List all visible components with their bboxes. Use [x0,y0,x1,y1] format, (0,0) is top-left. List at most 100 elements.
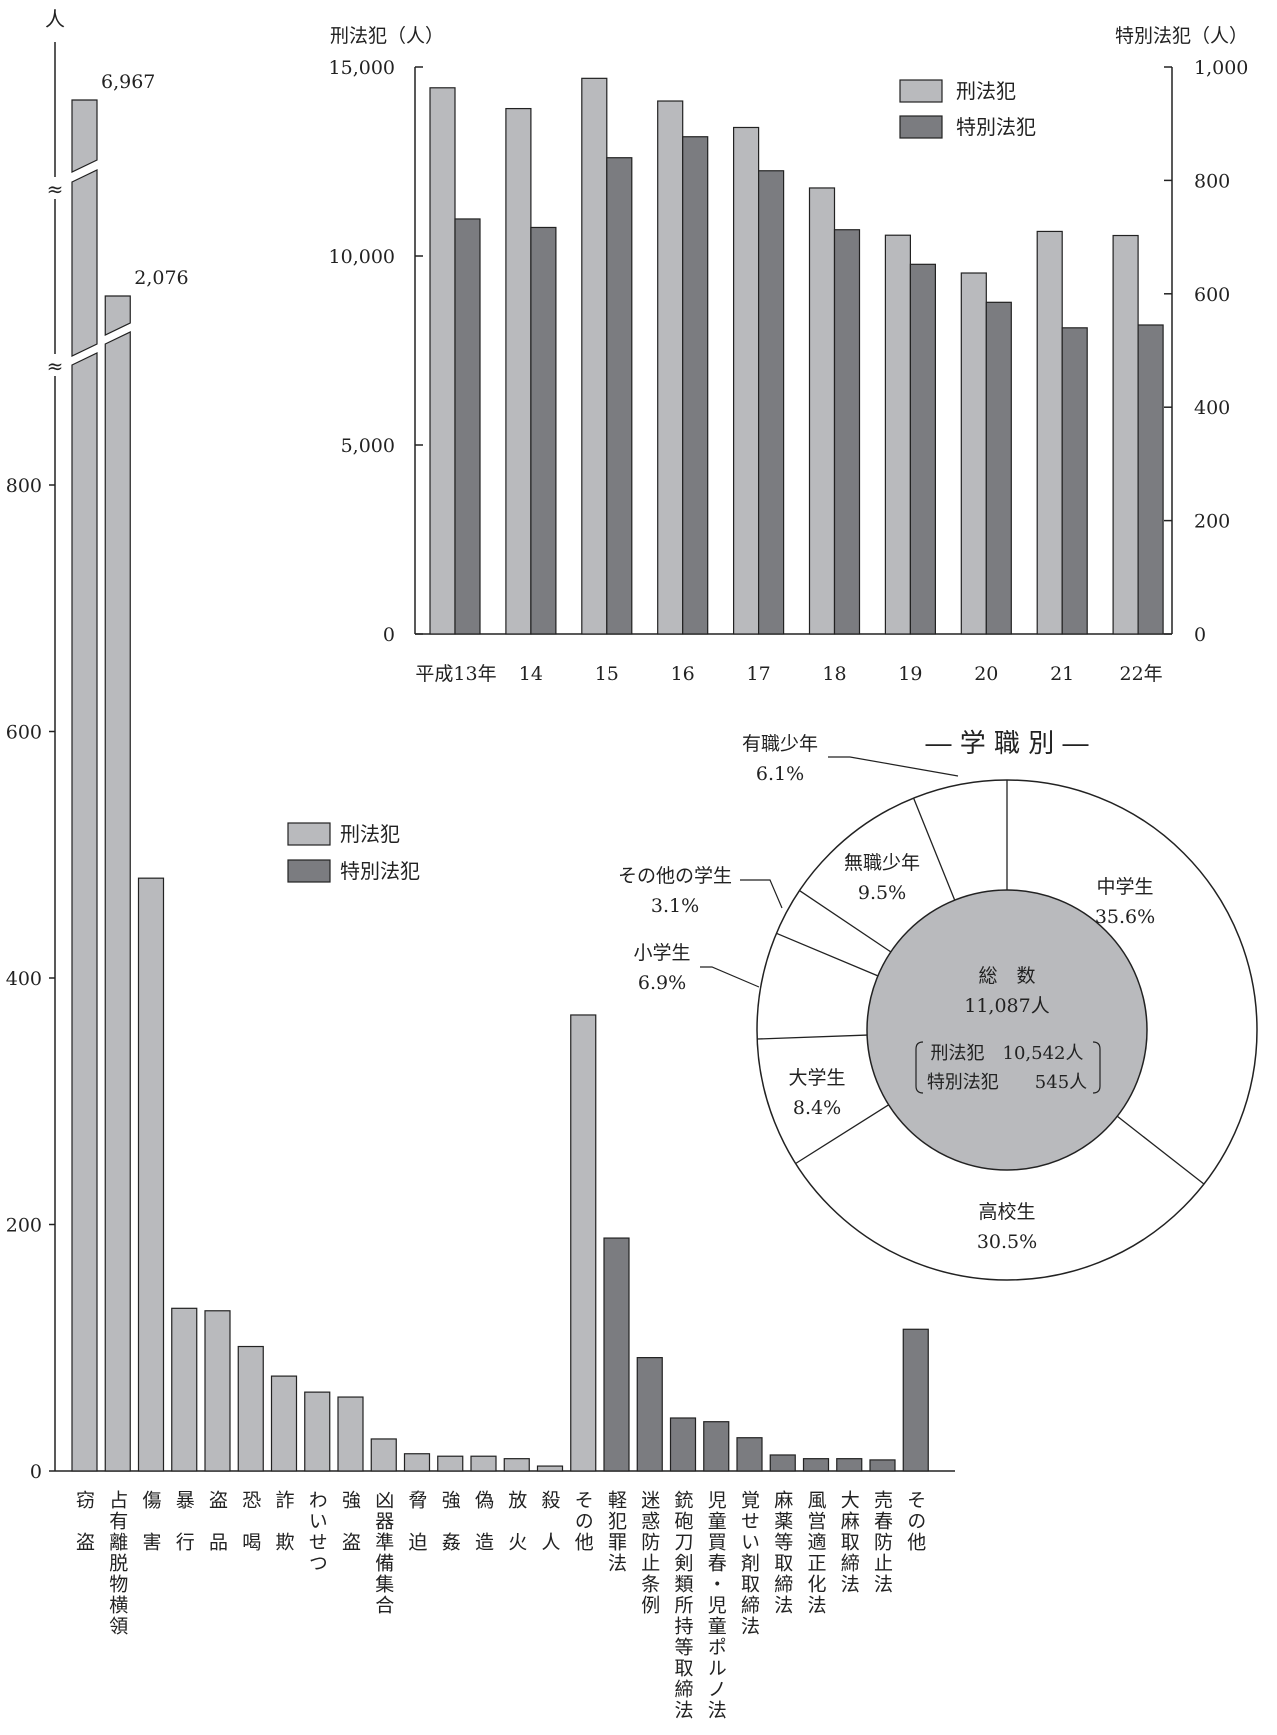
x-tick-label: 17 [747,663,771,685]
x-category-label: 凶器準備集合 [372,1490,395,1616]
x-tick-label: 平成13年 [415,663,496,685]
right-tick-label: 400 [1194,397,1230,419]
x-category-label: 麻薬等取締法 [771,1490,794,1616]
bar [570,1014,597,1472]
bar-criminal [505,107,532,635]
bar-special [1061,327,1088,635]
axis-break-mark: ≈ [47,354,64,378]
slice-label: 高校生 [978,1201,1035,1223]
x-tick-label: 21 [1050,663,1074,685]
crime-type-chart: 人 0 200 400 600 800 ≈ ≈ 6,967 2,076 刑法犯 特別法犯 [6,7,955,1483]
bar [736,1437,763,1472]
bar-criminal [1112,234,1139,635]
bar-special [909,263,937,635]
x-tick-label: 18 [822,663,846,685]
bar-criminal [808,187,836,635]
slice-percent: 6.1% [756,763,804,785]
left-tick-label: 5,000 [341,435,395,457]
bar-special [757,170,785,635]
legend-label-criminal: 刑法犯 [956,79,1016,103]
y-unit-label: 人 [45,7,65,31]
x-category-label: 軽犯罪法 [605,1490,627,1574]
bar-criminal [657,100,684,635]
bar [636,1357,663,1472]
left-tick-label: 15,000 [329,57,395,79]
x-category-label: 暴 行 [172,1490,195,1553]
bar-criminal [581,77,608,635]
x-category-label: 売春防止法 [871,1490,893,1595]
right-tick-label: 0 [1194,624,1206,646]
slice-divider [757,1034,868,1040]
y-tick-label: 200 [6,1215,42,1237]
x-category-label: 強 盗 [339,1490,361,1553]
x-category-label: 偽 造 [472,1490,494,1553]
bar [769,1454,796,1472]
bar-upper-segment [104,295,131,336]
slice-percent: 9.5% [858,882,906,904]
bar [171,1307,198,1472]
y-tick-label: 400 [6,968,42,990]
right-tick-label: 200 [1194,511,1230,533]
bar [869,1459,896,1472]
x-category-label: 窃 盗 [73,1490,95,1553]
bar [503,1458,530,1472]
yearly-chart: 刑法犯（人） 特別法犯（人） 0 5,000 10,000 15,000 0 200 400… [329,25,1249,685]
bar-special [682,136,709,635]
x-category-label: 脅 迫 [405,1490,428,1553]
bar-special [985,301,1012,635]
crime-bars: 6,967 2,076 [71,71,929,1472]
y-tick-label: 800 [6,475,42,497]
right-tick-label: 800 [1194,170,1230,192]
x-category-label: 詐 欺 [272,1490,295,1553]
pie-slices [756,779,1258,1281]
slice-divider [795,1104,889,1165]
x-category-label: 銃砲刀剣類所持等取締法 [671,1490,694,1721]
x-category-label: 放 火 [505,1490,528,1553]
center-line1: 刑法犯 10,542人 [931,1043,1084,1064]
center-total: 11,087人 [964,995,1049,1017]
leader-line [740,879,783,909]
x-category-label: その他 [571,1490,594,1553]
bar [237,1345,264,1472]
x-tick-label: 15 [595,663,619,685]
legend-swatch-special [287,859,331,883]
slice-label: 有職少年 [742,733,818,755]
bar [603,1237,630,1472]
bracket-left [915,1041,924,1094]
slice-percent: 6.9% [638,972,686,994]
bar [470,1455,497,1472]
x-tick-label: 22年 [1120,663,1163,685]
slice-percent: 3.1% [651,895,699,917]
slice-divider [1116,1115,1205,1185]
x-tick-label: 16 [671,663,695,685]
slice-percent: 30.5% [977,1231,1037,1253]
bar-special [1137,324,1164,635]
x-category-label: 風営適正化法 [804,1490,827,1616]
crime-legend: 刑法犯 特別法犯 [287,822,420,883]
bar [437,1455,464,1472]
slice-label: 大学生 [788,1067,845,1089]
legend-label-special: 特別法犯 [340,859,420,883]
axis-break-gap [47,177,63,199]
bar [137,877,165,1472]
slice-label: 小学生 [633,942,690,964]
yearly-axes: 0 5,000 10,000 15,000 0 200 400 600 800 1,000 [329,57,1249,646]
pie-title: ― 学 職 別 ― [925,729,1088,759]
bar [902,1328,929,1472]
x-category-label: その他 [904,1490,927,1553]
bar [204,1310,231,1472]
legend-swatch-criminal [287,822,331,846]
left-tick-label: 10,000 [329,246,395,268]
bar [370,1438,397,1472]
legend-swatch-criminal [899,79,943,103]
center-title: 総 数 [978,965,1035,987]
x-category-label: 占有離脱物横領 [106,1490,129,1637]
center-line2: 特別法犯 545人 [927,1072,1087,1093]
bar-criminal [429,87,456,635]
bar-special [454,218,481,635]
bar [304,1391,331,1472]
left-axis-label: 刑法犯（人） [330,25,444,47]
bar-criminal [960,272,987,635]
legend-label-special: 特別法犯 [956,115,1036,139]
